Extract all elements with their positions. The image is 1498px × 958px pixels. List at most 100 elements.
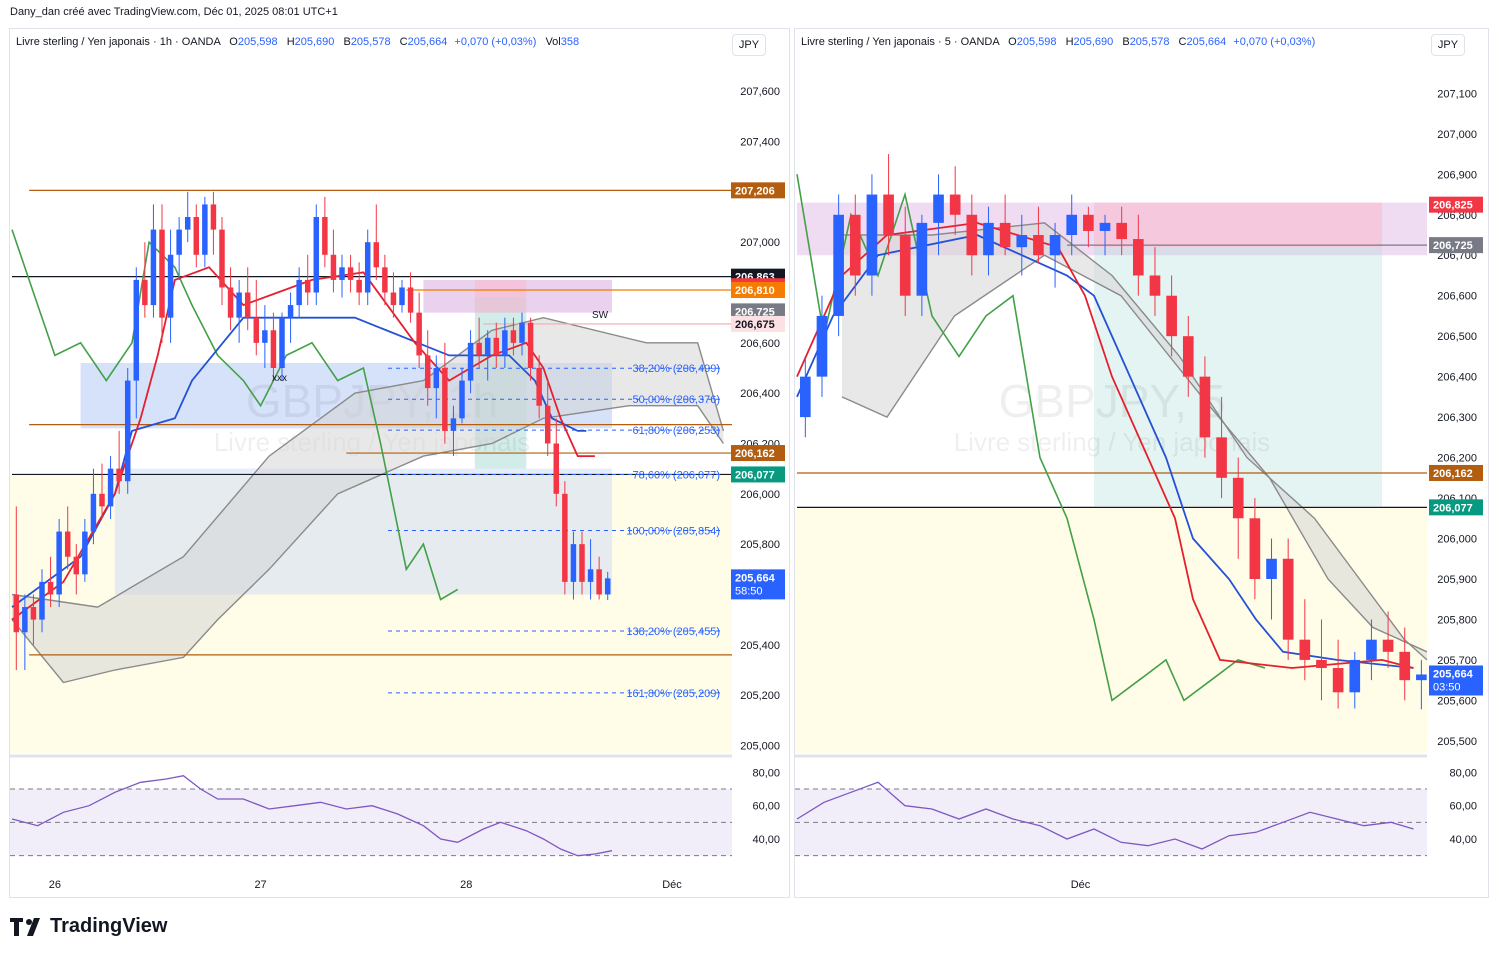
candle-body (1382, 639, 1394, 652)
candle-body (424, 355, 431, 389)
y-tick-label: 207,400 (740, 137, 780, 149)
chart-panel-1h[interactable]: GBPJPY, 1hLivre sterling / Yen japonais3… (9, 28, 790, 898)
last-price-badge (1429, 665, 1483, 696)
legend-high: 205,690 (1073, 36, 1114, 48)
candle-body (13, 594, 20, 633)
price-badge-label: 206,725 (735, 306, 775, 318)
candle-body (270, 330, 277, 368)
y-tick-label: 205,800 (740, 539, 780, 551)
candle-body (287, 305, 294, 318)
annotation-label: xxx (272, 373, 287, 384)
price-badge (731, 281, 785, 298)
rsi-tick-label: 40,00 (752, 834, 780, 846)
candle-body (167, 254, 174, 318)
candle-body (133, 279, 140, 381)
x-tick-label: 28 (460, 879, 472, 891)
candle-body (799, 376, 811, 418)
chart-author-header: Dany_dan créé avec TradingView.com, Déc … (10, 6, 338, 18)
candle-body (279, 317, 285, 368)
y-tick-label: 206,300 (1437, 412, 1477, 424)
price-badge (731, 445, 785, 462)
candle-body (484, 337, 491, 356)
tenkan-sen-line (796, 221, 1414, 669)
candle-body (999, 222, 1011, 248)
candle-body (1232, 477, 1244, 519)
candle-body (1149, 275, 1161, 296)
legend-change: +0,070 (+0,03%) (454, 36, 537, 48)
currency-button-1h[interactable]: JPY (732, 34, 766, 56)
price-badge-label: 206,825 (1433, 200, 1473, 212)
candle-body (1332, 668, 1344, 693)
candle-body (1049, 235, 1061, 256)
rsi-line (796, 781, 1414, 850)
price-badge-label: 207,206 (735, 185, 775, 197)
last-price-label: 205,664 (735, 572, 776, 584)
candle-body (1016, 235, 1028, 248)
currency-button-5m[interactable]: JPY (1431, 34, 1465, 56)
candle-body (1166, 295, 1177, 337)
candle-body (322, 217, 328, 255)
rsi-tick-label: 60,00 (752, 801, 780, 813)
rsi-tick-label: 60,00 (1449, 801, 1477, 813)
fib-label-1: 50,00% (206,376) (633, 394, 720, 406)
fib-label-0: 38,20% (206,499) (633, 363, 720, 375)
candle-body (983, 222, 994, 256)
candle-body (1266, 558, 1277, 579)
candle-body (47, 581, 54, 595)
candle-body (510, 330, 517, 343)
annotation-label: SW (592, 310, 609, 321)
candle-body (1132, 239, 1144, 276)
candle-body (1349, 659, 1361, 693)
legend-volume: 358 (560, 36, 580, 48)
chart-1h-legend: Livre sterling / Yen japonais · 1h · OAN… (16, 36, 580, 48)
price-badge (1429, 464, 1483, 481)
rsi-tick-label: 80,00 (752, 767, 780, 779)
candle-body (949, 194, 961, 215)
candle-body (193, 217, 200, 255)
candle-body (390, 292, 397, 306)
y-tick-label: 205,200 (740, 690, 780, 702)
candle-body (296, 279, 302, 306)
candle-body (1182, 336, 1194, 377)
candle-body (339, 267, 345, 280)
candle-body (1033, 235, 1044, 256)
candle-body (202, 204, 208, 255)
candle-body (124, 380, 131, 482)
footer-brand[interactable]: TradingView (10, 915, 167, 938)
candle-body (866, 194, 878, 276)
price-badge-label: 206,675 (735, 319, 775, 331)
x-tick-label: Déc (662, 879, 682, 891)
fib-label-5: 138,20% (205,455) (626, 626, 720, 638)
chart-1h-title: Livre sterling / Yen japonais · 1h · OAN… (16, 36, 221, 48)
candle-body (330, 254, 337, 280)
y-tick-label: 205,400 (740, 640, 780, 652)
candle-body (1083, 214, 1094, 231)
candle-body (1316, 659, 1327, 669)
candle-body (116, 468, 122, 482)
candle-body (816, 315, 828, 377)
candle-body (579, 544, 585, 582)
price-badge (731, 466, 785, 483)
candle-body (64, 531, 71, 557)
candle-body (416, 312, 422, 356)
legend-close: 205,664 (1186, 36, 1227, 48)
fib-label-2: 61,80% (206,253) (633, 425, 720, 437)
price-badge (731, 303, 785, 320)
candle-body (433, 367, 440, 389)
chart-panel-5m[interactable]: GBPJPY, 5 Livre sterling / Yen japonais 20… (794, 28, 1489, 898)
tenkan-sen-line (11, 266, 595, 621)
candle-body (219, 229, 225, 288)
candle-body (450, 418, 457, 431)
y-tick-label: 206,800 (1437, 210, 1477, 222)
candle-body (899, 235, 911, 296)
candle-body (562, 493, 568, 582)
y-tick-label: 206,200 (1437, 453, 1477, 465)
candle-body (373, 242, 380, 268)
candle-body (184, 217, 191, 230)
candle-body (604, 578, 611, 595)
candle-body (39, 581, 45, 620)
rsi-tick-label: 80,00 (1449, 767, 1477, 779)
senkou-a-line (11, 316, 725, 608)
chart-1h-canvas[interactable]: GBPJPY, 1hLivre sterling / Yen japonais3… (10, 29, 791, 899)
